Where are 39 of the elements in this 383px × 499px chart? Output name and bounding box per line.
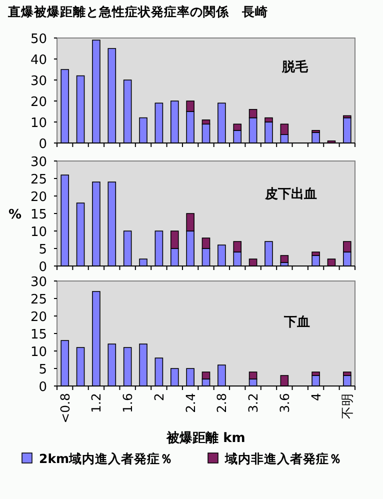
- y-tick-label: 0: [38, 137, 47, 152]
- y-tick-label: 20: [30, 95, 47, 110]
- y-tick-label: 0: [38, 260, 47, 275]
- y-tick-label: 50: [30, 32, 47, 47]
- legend-label: 2km域内進入者発症％: [39, 451, 174, 466]
- x-tick-label: 不明: [340, 393, 355, 419]
- y-tick-label: 20: [30, 190, 47, 205]
- y-tick-label: 15: [30, 328, 47, 342]
- y-tick-label: 30: [30, 74, 47, 89]
- legend-label: 域内非進入者発症％: [224, 451, 342, 466]
- y-tick-label: 15: [30, 208, 47, 222]
- x-tick-label: 2.4: [182, 392, 198, 413]
- x-axis-title: 被爆距離 km: [166, 430, 246, 446]
- text: 脱毛: [281, 59, 309, 75]
- y-tick-label: 5: [38, 242, 47, 258]
- text: 皮下出血: [264, 187, 317, 202]
- x-tick-label: 3.2: [246, 393, 261, 413]
- x-tick-label: 4: [308, 392, 324, 401]
- text: 下血: [283, 315, 310, 330]
- y-tick-label: 10: [30, 225, 47, 240]
- x-tick-label: 1.6: [120, 392, 136, 413]
- y-tick-label: 30: [30, 275, 47, 290]
- y-tick-label: 30: [30, 155, 47, 170]
- y-tick-label: 40: [30, 53, 47, 68]
- x-tick-label: <0.8: [57, 392, 72, 424]
- x-tick-label: 1.2: [88, 393, 104, 413]
- x-tick-label: 3.6: [276, 392, 292, 413]
- y-tick-label: 25: [30, 172, 47, 188]
- y-tick-label: 20: [30, 310, 47, 325]
- x-tick-label: 2: [151, 393, 166, 401]
- y-tick-label: 5: [38, 362, 47, 378]
- x-tick-label: 2.8: [214, 392, 230, 413]
- y-tick-label: 0: [38, 380, 47, 395]
- y-tick-label: 10: [30, 345, 47, 360]
- chart-title: 直爆被爆距離と急性症状発症率の関係 長崎: [7, 4, 268, 19]
- y-tick-label: 10: [30, 116, 47, 131]
- y-tick-label: 25: [30, 292, 47, 308]
- bar: [280, 255, 289, 263]
- y-axis-title: %: [8, 208, 22, 222]
